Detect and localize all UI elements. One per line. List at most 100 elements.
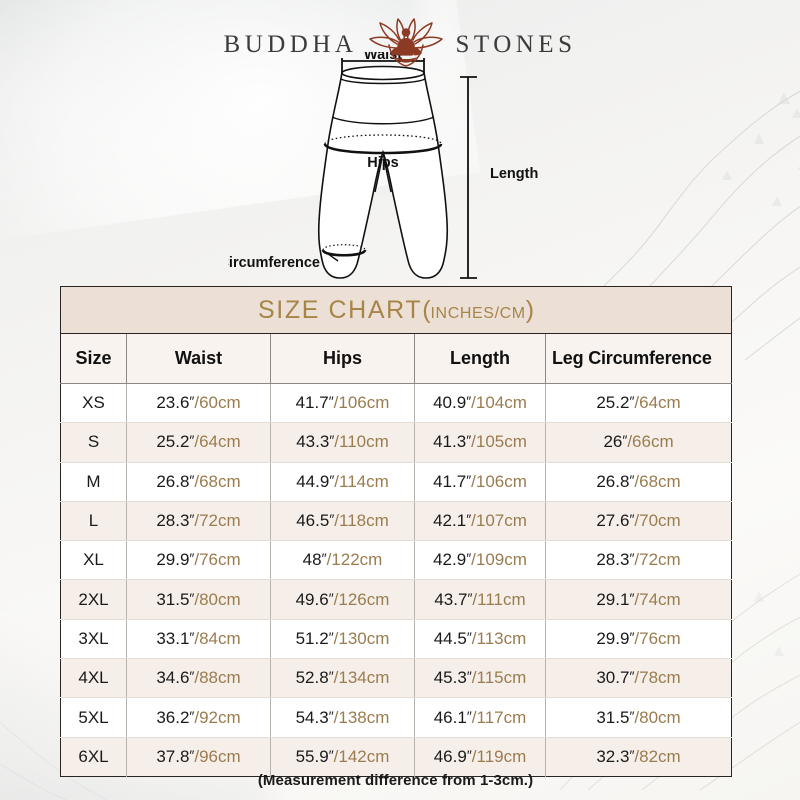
cell-hips: 49.6″/126cm [270, 579, 415, 620]
cell-length: 40.9″/104cm [414, 383, 546, 424]
cell-leg-circumference: 30.7″/78cm [545, 658, 732, 699]
cell-waist: 23.6″/60cm [126, 383, 271, 424]
inch-mark: ″ [466, 550, 472, 567]
chart-title-paren-open: ( [422, 295, 431, 324]
cell-waist: 33.1″/84cm [126, 619, 271, 660]
inch-mark: ″ [189, 471, 195, 488]
column-header-hips: Hips [270, 333, 415, 384]
inch-mark: ″ [189, 589, 195, 606]
inch-mark: ″ [329, 511, 335, 528]
cell-size: 2XL [60, 579, 127, 620]
cell-waist: 28.3″/72cm [126, 501, 271, 542]
inch-mark: ″ [629, 746, 635, 763]
cell-leg-circumference: 25.2″/64cm [545, 383, 732, 424]
value-centimeters: /113cm [471, 628, 527, 648]
inch-mark: ″ [328, 628, 334, 645]
value-centimeters: /76cm [634, 628, 681, 648]
cell-waist: 25.2″/64cm [126, 422, 271, 463]
value-inches: 27.6 [596, 511, 630, 531]
value-centimeters: /122cm [326, 550, 383, 570]
value-inches: 41.7 [433, 471, 467, 491]
value-centimeters: /74cm [634, 589, 681, 609]
value-inches: 25.2 [156, 432, 190, 452]
chart-title-paren-close: ) [525, 295, 535, 324]
pants-measurement-diagram: Waist Hips Length Leg Circumference [228, 52, 548, 284]
inch-mark: ″ [622, 432, 628, 449]
inch-mark: ″ [466, 707, 472, 724]
inch-mark: ″ [629, 550, 635, 567]
inch-mark: ″ [328, 393, 334, 410]
value-centimeters: /104cm [471, 393, 527, 413]
value-inches: 25.2 [596, 393, 630, 413]
value-inches: 28.3 [156, 511, 190, 531]
chart-title-main: SIZE CHART [258, 295, 423, 324]
inch-mark: ″ [189, 668, 195, 685]
value-inches: 46.1 [433, 707, 467, 727]
value-inches: 33.1 [156, 628, 190, 648]
inch-mark: ″ [328, 589, 334, 606]
cell-waist: 29.9″/76cm [126, 540, 271, 581]
inch-mark: ″ [189, 550, 195, 567]
cell-hips: 46.5″/118cm [270, 501, 415, 542]
value-centimeters: /66cm [627, 432, 674, 452]
cell-size: XS [60, 383, 127, 424]
value-inches: 49.6 [295, 589, 329, 609]
cell-waist: 37.8″/96cm [126, 737, 271, 777]
measurement-footnote: (Measurement difference from 1-3cm.) [257, 772, 534, 789]
lotus-meditation-logo-icon [369, 18, 444, 67]
chart-title-row: SIZE CHART(INCHES/CM) [60, 286, 732, 334]
cell-leg-circumference: 28.3″/72cm [545, 540, 732, 581]
size-chart-table: SIZE CHART(INCHES/CM) Size Waist Hips Le… [60, 286, 733, 777]
cell-leg-circumference: 32.3″/82cm [545, 737, 732, 777]
value-centimeters: /60cm [194, 393, 241, 413]
cell-leg-circumference: 26″/66cm [545, 422, 732, 463]
cell-hips: 48″/122cm [270, 540, 415, 581]
inch-mark: ″ [466, 668, 472, 685]
value-centimeters: /64cm [194, 432, 241, 452]
column-header-size: Size [60, 333, 127, 384]
label-length: Length [490, 166, 538, 182]
value-inches: 40.9 [433, 393, 467, 413]
table-row: 3XL 33.1″/84cm 51.2″/130cm 44.5″/113cm 29.9″… [60, 619, 732, 660]
cell-length: 44.5″/113cm [414, 619, 546, 660]
cell-size: 5XL [60, 697, 127, 738]
inch-mark: ″ [189, 746, 195, 763]
column-header-leg-circumference: Leg Circumference [545, 333, 732, 384]
value-inches: 48 [302, 550, 322, 570]
inch-mark: ″ [329, 432, 335, 449]
cell-leg-circumference: 31.5″/80cm [545, 697, 732, 738]
value-inches: 32.3 [596, 746, 630, 766]
value-inches: 55.9 [295, 746, 329, 766]
cell-leg-circumference: 27.6″/70cm [545, 501, 732, 542]
inch-mark: ″ [466, 393, 472, 410]
value-inches: 43.7 [434, 589, 468, 609]
inch-mark: ″ [189, 707, 195, 724]
cell-length: 42.1″/107cm [414, 501, 546, 542]
value-inches: 26.8 [156, 471, 190, 491]
value-centimeters: /106cm [471, 471, 527, 491]
value-centimeters: /78cm [634, 668, 681, 688]
table-row: 6XL 37.8″/96cm 55.9″/142cm 46.9″/119cm 32.3″… [60, 737, 732, 777]
inch-mark: ″ [466, 511, 472, 528]
brand-word-right: STONES [455, 31, 577, 58]
cell-hips: 52.8″/134cm [270, 658, 415, 699]
inch-mark: ″ [321, 550, 327, 567]
value-inches: 28.3 [596, 550, 630, 570]
inch-mark: ″ [328, 746, 334, 763]
value-inches: 43.3 [296, 432, 330, 452]
cell-length: 46.1″/117cm [414, 697, 546, 738]
chart-title-unit: INCHES/CM [430, 304, 526, 322]
brand-header: BUDDHA STONES [0, 18, 800, 72]
value-inches: 52.8 [295, 668, 329, 688]
label-hips: Hips [367, 155, 398, 171]
inch-mark: ″ [629, 589, 635, 606]
value-inches: 30.7 [596, 668, 630, 688]
size-chart-container: SIZE CHART(INCHES/CM) Size Waist Hips Le… [60, 286, 733, 777]
value-inches: 42.9 [433, 550, 467, 570]
inch-mark: ″ [329, 471, 335, 488]
table-row: M 26.8″/68cm 44.9″/114cm 41.7″/106cm 26.8″/6… [60, 462, 732, 502]
inch-mark: ″ [467, 589, 473, 606]
cell-leg-circumference: 29.1″/74cm [545, 579, 732, 620]
value-inches: 44.9 [296, 471, 330, 491]
